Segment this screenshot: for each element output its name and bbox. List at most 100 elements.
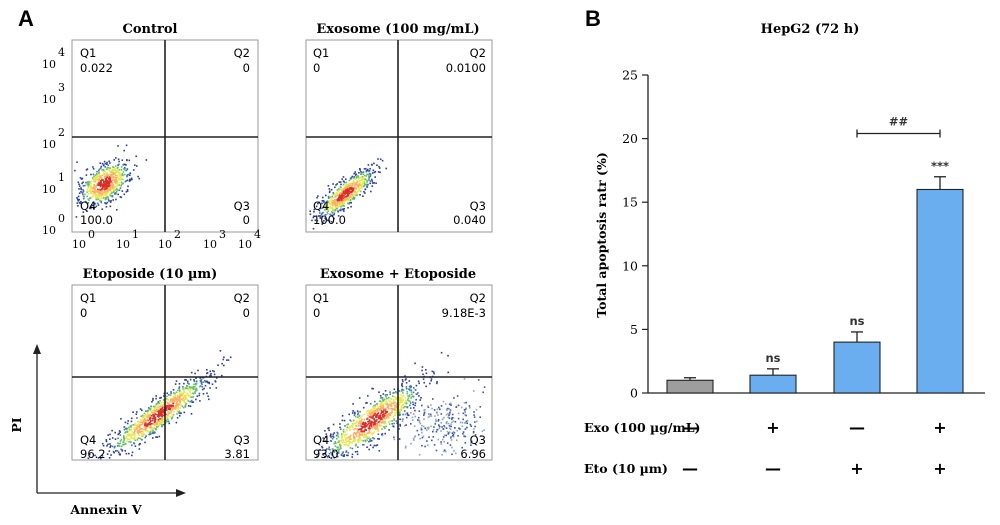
cell-event bbox=[109, 174, 112, 177]
cell-event bbox=[341, 441, 344, 444]
cell-event bbox=[217, 364, 219, 366]
cell-event bbox=[383, 415, 386, 417]
cell-event bbox=[179, 394, 182, 397]
cell-event bbox=[375, 413, 378, 416]
cell-event bbox=[339, 445, 342, 447]
cell-event bbox=[118, 182, 120, 184]
cell-event bbox=[86, 181, 89, 183]
cell-event bbox=[382, 413, 384, 416]
cell-event bbox=[158, 408, 161, 410]
cell-event bbox=[128, 159, 131, 162]
cell-event bbox=[339, 428, 342, 431]
cell-event bbox=[332, 209, 334, 211]
cell-event bbox=[431, 407, 433, 410]
cell-event bbox=[120, 169, 123, 171]
cell-event bbox=[95, 190, 98, 192]
cell-event bbox=[141, 430, 143, 433]
cell-event bbox=[156, 421, 158, 424]
cell-event bbox=[103, 193, 106, 195]
cell-event bbox=[367, 395, 369, 397]
cell-event bbox=[370, 163, 373, 166]
cell-event bbox=[395, 398, 397, 401]
cell-event bbox=[190, 386, 193, 389]
cell-event bbox=[181, 405, 184, 408]
cell-event bbox=[142, 432, 144, 435]
panel-a-letter: A bbox=[18, 6, 34, 31]
cell-event bbox=[361, 426, 364, 428]
cell-event bbox=[106, 180, 109, 182]
cell-event bbox=[133, 433, 135, 435]
cell-event bbox=[461, 421, 464, 424]
cell-event bbox=[160, 402, 162, 404]
cell-event bbox=[149, 415, 151, 417]
cell-event bbox=[127, 431, 130, 433]
cell-event bbox=[79, 201, 82, 204]
cell-event bbox=[327, 197, 330, 199]
cell-event bbox=[97, 191, 100, 193]
cell-event bbox=[334, 208, 337, 211]
cell-event bbox=[400, 398, 402, 400]
cell-event bbox=[408, 385, 411, 388]
cell-event bbox=[152, 418, 154, 420]
cell-event bbox=[117, 171, 119, 174]
cell-event bbox=[373, 171, 376, 174]
cell-event bbox=[350, 187, 352, 190]
cell-event bbox=[178, 392, 181, 394]
cell-event bbox=[129, 434, 131, 436]
cell-event bbox=[389, 393, 392, 395]
cell-event bbox=[156, 415, 159, 417]
cell-event bbox=[367, 422, 370, 425]
cell-event bbox=[370, 416, 372, 419]
cell-event bbox=[452, 417, 455, 419]
cell-event bbox=[390, 412, 393, 414]
cell-event bbox=[384, 421, 386, 423]
cell-event bbox=[112, 188, 115, 191]
cell-event bbox=[409, 402, 412, 404]
cell-event bbox=[175, 391, 178, 393]
cell-event bbox=[352, 193, 354, 196]
cell-event bbox=[364, 423, 367, 426]
cell-event bbox=[104, 196, 107, 199]
cell-event bbox=[417, 433, 420, 436]
bar bbox=[749, 374, 797, 394]
cell-event bbox=[323, 206, 325, 208]
cell-event bbox=[118, 444, 120, 447]
cell-event bbox=[320, 213, 323, 216]
cell-event bbox=[145, 426, 148, 429]
cell-event bbox=[90, 185, 92, 187]
cell-event bbox=[116, 169, 118, 172]
cell-event bbox=[106, 201, 109, 204]
cell-event bbox=[345, 450, 348, 452]
cell-event bbox=[331, 453, 333, 455]
cell-event bbox=[151, 411, 153, 414]
cell-event bbox=[348, 179, 351, 182]
cell-event bbox=[353, 411, 356, 414]
cell-event bbox=[108, 160, 110, 163]
cell-event bbox=[139, 408, 142, 410]
cell-event bbox=[157, 402, 159, 404]
cell-event bbox=[355, 424, 357, 427]
cell-event bbox=[464, 410, 466, 413]
cell-event bbox=[171, 414, 174, 416]
cell-event bbox=[378, 438, 380, 440]
cell-event bbox=[389, 403, 392, 405]
cell-event bbox=[410, 423, 412, 425]
cell-event bbox=[328, 427, 330, 429]
cell-event bbox=[136, 424, 139, 426]
cell-event bbox=[368, 426, 371, 428]
cell-event bbox=[109, 443, 111, 445]
cell-event bbox=[445, 434, 447, 437]
cell-event bbox=[384, 408, 386, 410]
cell-event bbox=[362, 173, 365, 175]
cell-event bbox=[118, 432, 120, 435]
cell-event bbox=[222, 358, 225, 361]
cell-event bbox=[88, 190, 91, 192]
cell-event bbox=[92, 168, 95, 170]
cell-event bbox=[353, 186, 356, 188]
cell-event bbox=[177, 408, 180, 410]
cell-event bbox=[461, 425, 464, 428]
q3-name: Q3 bbox=[470, 433, 486, 447]
pi-axis-label: PI bbox=[9, 417, 24, 432]
cell-event bbox=[160, 404, 162, 406]
